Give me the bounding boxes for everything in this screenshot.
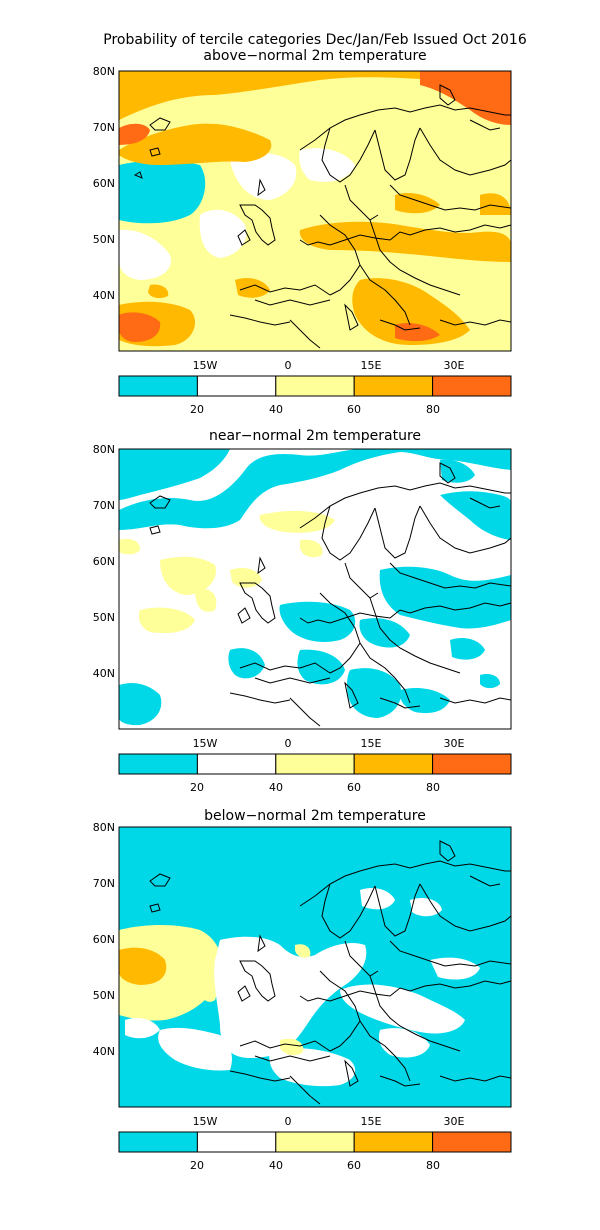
colorbar-tick-40: 40 <box>269 781 283 794</box>
lon-ticks-above: 15W 0 15E 30E <box>193 359 465 372</box>
panel-title-below: below−normal 2m temperature <box>204 808 426 824</box>
colorbar-tick-80: 80 <box>426 781 440 794</box>
lon-tick-15e: 15E <box>361 1115 382 1128</box>
colorbar-near: 20 40 60 80 <box>118 753 512 794</box>
panel-title-near: near−normal 2m temperature <box>208 428 422 444</box>
lat-tick-40n: 40N <box>93 667 115 680</box>
map-panel-below: 80N 70N 60N 50N 40N 15W 0 15E 30E 20 40 … <box>93 821 512 1172</box>
lon-tick-30e: 30E <box>444 1115 465 1128</box>
lat-tick-60n: 60N <box>93 177 115 190</box>
lon-tick-30e: 30E <box>444 359 465 372</box>
map-panel-above: 80N 70N 60N 50N 40N 15W 0 15E 30E 20 40 … <box>93 65 512 416</box>
lat-tick-50n: 50N <box>93 989 115 1002</box>
lat-tick-50n: 50N <box>93 611 115 624</box>
lon-tick-30e: 30E <box>444 737 465 750</box>
lon-tick-15e: 15E <box>361 737 382 750</box>
lat-tick-50n: 50N <box>93 233 115 246</box>
colorbar-tick-60: 60 <box>347 403 361 416</box>
colorbar-tick-40: 40 <box>269 403 283 416</box>
lat-tick-60n: 60N <box>93 555 115 568</box>
lon-tick-15w: 15W <box>193 1115 218 1128</box>
lat-tick-70n: 70N <box>93 877 115 890</box>
colorbar-tick-20: 20 <box>190 1159 204 1172</box>
lon-tick-0: 0 <box>285 1115 292 1128</box>
colorbar-tick-20: 20 <box>190 403 204 416</box>
map-panel-near: 80N 70N 60N 50N 40N 15W 0 15E 30E 20 40 … <box>93 443 512 794</box>
figure-title: Probability of tercile categories Dec/Ja… <box>103 32 527 48</box>
colorbar-below: 20 40 60 80 <box>118 1131 512 1172</box>
lat-tick-80n: 80N <box>93 65 115 78</box>
lat-tick-80n: 80N <box>93 443 115 456</box>
lon-tick-0: 0 <box>285 359 292 372</box>
colorbar-tick-80: 80 <box>426 403 440 416</box>
lat-tick-70n: 70N <box>93 499 115 512</box>
lat-tick-40n: 40N <box>93 289 115 302</box>
colorbar-tick-60: 60 <box>347 1159 361 1172</box>
colorbar-above: 20 40 60 80 <box>118 375 512 416</box>
lat-ticks-above: 80N 70N 60N 50N 40N <box>93 65 115 302</box>
lat-ticks-near: 80N 70N 60N 50N 40N <box>93 443 115 680</box>
lat-tick-80n: 80N <box>93 821 115 834</box>
lat-tick-60n: 60N <box>93 933 115 946</box>
colorbar-tick-20: 20 <box>190 781 204 794</box>
lon-ticks-below: 15W 0 15E 30E <box>193 1115 465 1128</box>
lon-tick-0: 0 <box>285 737 292 750</box>
lat-tick-40n: 40N <box>93 1045 115 1058</box>
lat-tick-70n: 70N <box>93 121 115 134</box>
lat-ticks-below: 80N 70N 60N 50N 40N <box>93 821 115 1058</box>
panel-title-above: above−normal 2m temperature <box>203 48 427 64</box>
colorbar-tick-40: 40 <box>269 1159 283 1172</box>
lon-ticks-near: 15W 0 15E 30E <box>193 737 465 750</box>
colorbar-tick-80: 80 <box>426 1159 440 1172</box>
lon-tick-15w: 15W <box>193 737 218 750</box>
lon-tick-15e: 15E <box>361 359 382 372</box>
lon-tick-15w: 15W <box>193 359 218 372</box>
colorbar-tick-60: 60 <box>347 781 361 794</box>
